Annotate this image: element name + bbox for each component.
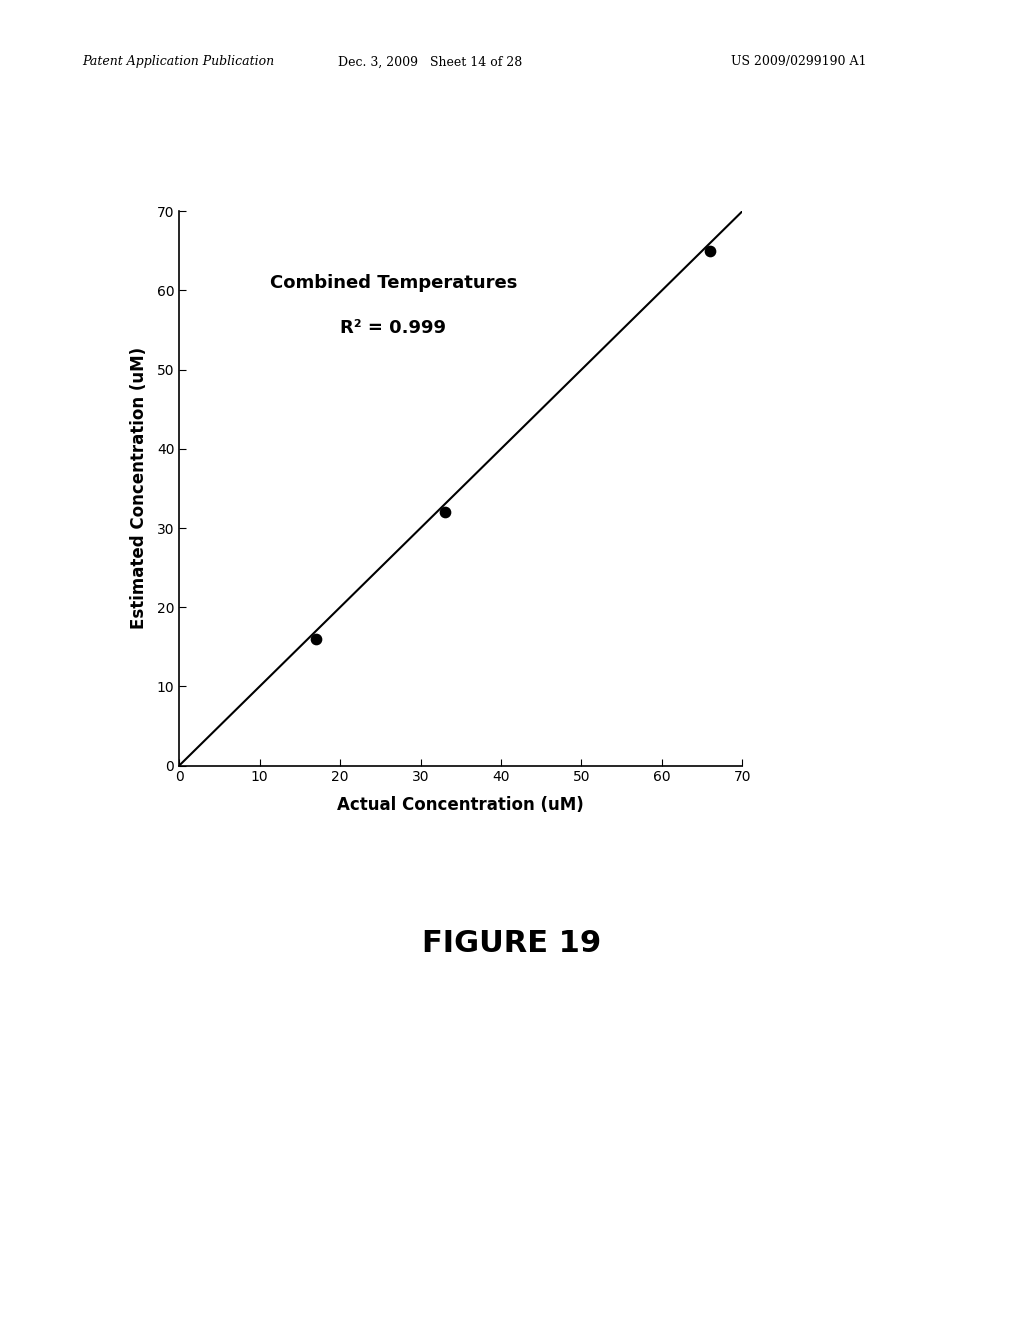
X-axis label: Actual Concentration (uM): Actual Concentration (uM) xyxy=(338,796,584,813)
Point xyxy=(436,502,453,523)
Text: US 2009/0299190 A1: US 2009/0299190 A1 xyxy=(731,55,866,69)
Text: Combined Temperatures: Combined Temperatures xyxy=(269,275,517,292)
Text: R² = 0.999: R² = 0.999 xyxy=(340,318,446,337)
Y-axis label: Estimated Concentration (uM): Estimated Concentration (uM) xyxy=(130,347,148,630)
Text: Dec. 3, 2009   Sheet 14 of 28: Dec. 3, 2009 Sheet 14 of 28 xyxy=(338,55,522,69)
Text: FIGURE 19: FIGURE 19 xyxy=(422,929,602,958)
Text: Patent Application Publication: Patent Application Publication xyxy=(82,55,274,69)
Point xyxy=(308,628,325,649)
Point xyxy=(702,240,719,261)
